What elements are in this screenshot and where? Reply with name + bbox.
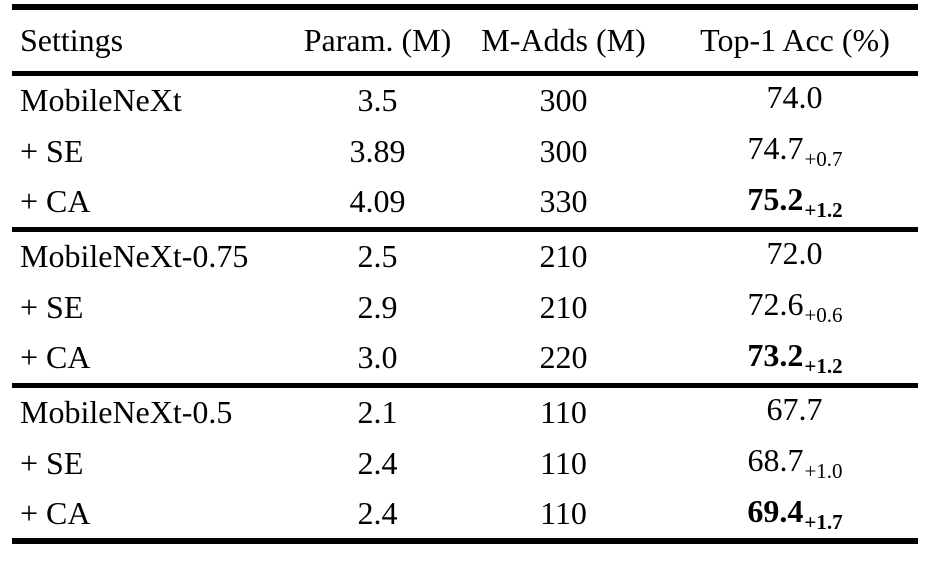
settings-cell: + CA [20, 495, 91, 531]
acc-delta [823, 96, 824, 120]
table-row: MobileNeXt-0.5 2.1 110 67.7 [12, 385, 918, 437]
settings-cell: + SE [20, 132, 84, 169]
settings-cell: MobileNeXt-0.5 [20, 393, 233, 430]
madds-cell: 210 [539, 288, 588, 325]
madds-cell: 110 [540, 393, 587, 430]
settings-cell: + SE [20, 444, 84, 481]
madds-cell: 220 [539, 339, 588, 376]
settings-cell: MobileNeXt [20, 81, 182, 118]
acc-delta: +1.2 [804, 197, 843, 222]
col-header-acc: Top-1 Acc (%) [700, 21, 890, 58]
acc-cell: 72.6+0.6 [672, 281, 918, 333]
table-row: + CA 4.09 330 75.2+1.2 [12, 177, 918, 229]
acc-cell: 74.7+0.7 [672, 125, 918, 177]
params-cell: 3.89 [349, 132, 406, 169]
acc-value: 67.7 [766, 391, 823, 428]
acc-cell: 74.0 [672, 73, 918, 125]
madds-cell: 330 [539, 183, 588, 220]
params-cell: 2.9 [357, 288, 398, 325]
table-row: MobileNeXt 3.5 300 74.0 [12, 73, 918, 125]
madds-cell: 210 [539, 237, 588, 274]
ablation-results-table: Settings Param. (M) M-Adds (M) Top-1 Acc… [12, 4, 918, 544]
params-cell: 3.0 [357, 339, 398, 376]
table-row: + CA 3.0 220 73.2+1.2 [12, 333, 918, 385]
madds-cell: 300 [539, 81, 588, 118]
col-header-madds: M-Adds (M) [481, 21, 646, 58]
params-cell: 2.1 [357, 393, 398, 430]
table-row: + CA 2.4 110 69.4+1.7 [12, 489, 918, 541]
table-group-mobilenext-05: MobileNeXt-0.5 2.1 110 67.7 + SE 2.4 110… [12, 385, 918, 541]
params-cell: 2.5 [357, 237, 398, 274]
acc-value: 72.0 [766, 235, 823, 272]
acc-delta: +1.0 [804, 459, 843, 483]
acc-value: 68.7 [747, 442, 804, 478]
col-header-params: Param. (M) [303, 21, 452, 58]
table-row: + SE 3.89 300 74.7+0.7 [12, 125, 918, 177]
acc-delta: +1.2 [804, 353, 843, 378]
settings-cell: MobileNeXt-0.75 [20, 237, 249, 274]
params-cell: 2.4 [357, 444, 398, 481]
params-cell: 2.4 [357, 495, 398, 531]
acc-cell: 69.4+1.7 [672, 489, 918, 541]
acc-delta: +1.7 [804, 509, 843, 534]
madds-cell: 110 [540, 444, 587, 481]
madds-cell: 300 [539, 132, 588, 169]
table-group-mobilenext-075: MobileNeXt-0.75 2.5 210 72.0 + SE 2.9 21… [12, 229, 918, 385]
settings-cell: + CA [20, 183, 91, 220]
settings-cell: + SE [20, 288, 84, 325]
acc-cell: 75.2+1.2 [672, 177, 918, 229]
table-row: + SE 2.9 210 72.6+0.6 [12, 281, 918, 333]
acc-cell: 73.2+1.2 [672, 333, 918, 385]
col-header-settings: Settings [20, 21, 124, 58]
settings-cell: + CA [20, 339, 91, 376]
acc-value: 72.6 [747, 286, 804, 322]
acc-delta: +0.7 [804, 147, 843, 171]
acc-value: 74.0 [766, 79, 823, 116]
params-cell: 3.5 [357, 81, 398, 118]
header-row: Settings Param. (M) M-Adds (M) Top-1 Acc… [12, 7, 918, 73]
madds-cell: 110 [540, 495, 587, 531]
acc-delta: +0.6 [804, 303, 843, 327]
acc-delta [823, 408, 824, 432]
acc-cell: 72.0 [672, 229, 918, 281]
table-row: + SE 2.4 110 68.7+1.0 [12, 437, 918, 489]
table-header: Settings Param. (M) M-Adds (M) Top-1 Acc… [12, 7, 918, 73]
acc-value: 73.2 [747, 336, 804, 373]
acc-delta [823, 252, 824, 276]
table-row: MobileNeXt-0.75 2.5 210 72.0 [12, 229, 918, 281]
table-group-mobilenext: MobileNeXt 3.5 300 74.0 + SE 3.89 300 74… [12, 73, 918, 229]
acc-value: 74.7 [747, 130, 804, 166]
acc-value: 75.2 [747, 180, 804, 217]
acc-cell: 67.7 [672, 385, 918, 437]
acc-cell: 68.7+1.0 [672, 437, 918, 489]
acc-value: 69.4 [747, 492, 804, 529]
params-cell: 4.09 [349, 183, 406, 220]
